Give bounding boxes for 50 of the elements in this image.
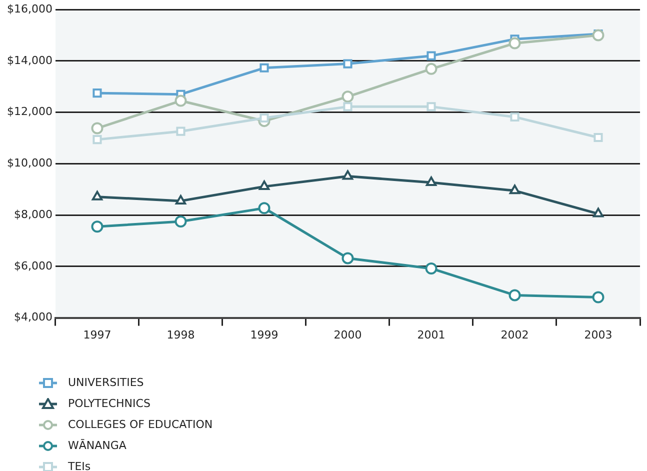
- point: [92, 135, 102, 144]
- point: [592, 208, 604, 218]
- legend-label: TEIs: [68, 460, 91, 471]
- y-tick-label: $8,000: [14, 208, 52, 221]
- point: [176, 126, 186, 136]
- point: [260, 63, 269, 72]
- point: [426, 51, 436, 60]
- point: [174, 215, 187, 228]
- point: [175, 194, 186, 204]
- legend-label: COLLEGES OF EDUCATION: [68, 418, 213, 431]
- point: [174, 94, 187, 107]
- point: [508, 289, 521, 302]
- point: [594, 132, 603, 142]
- point: [592, 291, 604, 304]
- x-tick-label: 1998: [166, 328, 195, 342]
- x-tick-label: 1997: [83, 328, 112, 342]
- point: [258, 180, 270, 190]
- y-tick-label: $10,000: [6, 156, 52, 170]
- point: [343, 102, 352, 112]
- point: [509, 184, 520, 194]
- point: [343, 59, 352, 68]
- point: [92, 190, 103, 200]
- point: [426, 102, 436, 112]
- y-tick-label: $12,000: [6, 105, 52, 118]
- y-tick-label: $16,000: [6, 2, 52, 16]
- x-tick-label: 2002: [500, 328, 529, 342]
- point: [92, 88, 102, 98]
- point: [342, 90, 354, 103]
- point: [342, 170, 354, 180]
- legend-label: UNIVERSITIES: [68, 376, 144, 389]
- x-tick-label: 2000: [334, 328, 362, 342]
- x-tick-label: 2001: [417, 328, 446, 342]
- y-tick-label: $14,000: [6, 54, 52, 67]
- point: [425, 262, 438, 274]
- point: [260, 113, 269, 123]
- legend-label: POLYTECHNICS: [68, 397, 150, 410]
- point: [426, 176, 437, 186]
- y-tick-label: $6,000: [14, 259, 52, 272]
- legend-label: WĀNANGA: [68, 439, 126, 452]
- point: [342, 252, 354, 264]
- point: [91, 220, 104, 233]
- y-tick-label: $4,000: [14, 310, 52, 324]
- point: [258, 202, 270, 214]
- x-tick-label: 2003: [584, 328, 612, 342]
- point: [425, 62, 438, 75]
- x-tick-label: 1999: [250, 328, 278, 342]
- point: [510, 112, 520, 122]
- point: [508, 37, 521, 50]
- point: [91, 122, 104, 134]
- point: [592, 29, 604, 42]
